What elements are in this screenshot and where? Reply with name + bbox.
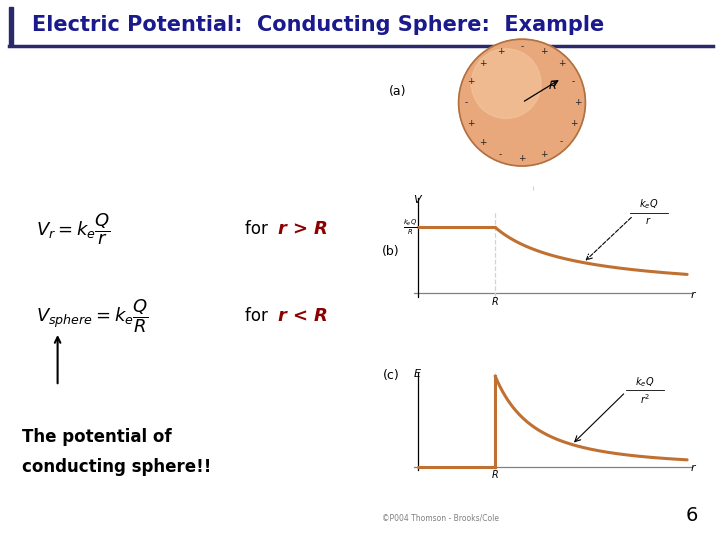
Text: Electric Potential:  Conducting Sphere:  Example: Electric Potential: Conducting Sphere: E…: [32, 15, 605, 36]
Text: ©P004 Thomson - Brooks/Cole: ©P004 Thomson - Brooks/Cole: [382, 514, 498, 523]
Text: (c): (c): [383, 369, 400, 382]
Text: 6: 6: [686, 506, 698, 525]
Text: (a): (a): [390, 85, 407, 98]
Text: r: r: [691, 463, 696, 474]
Text: -: -: [560, 138, 563, 146]
Text: $r$: $r$: [645, 215, 652, 226]
Text: +: +: [479, 59, 486, 68]
Text: +: +: [539, 46, 547, 56]
Text: +: +: [497, 46, 505, 56]
Circle shape: [459, 39, 585, 166]
Text: -: -: [572, 77, 575, 86]
Text: +: +: [574, 98, 582, 107]
Text: for: for: [245, 220, 273, 239]
Text: -: -: [521, 42, 523, 51]
Text: -: -: [464, 98, 468, 107]
Text: $\bfit{r}$ > $\bfit{R}$: $\bfit{r}$ > $\bfit{R}$: [277, 220, 328, 239]
Text: +: +: [518, 154, 526, 163]
Text: $k_eQ$: $k_eQ$: [639, 198, 658, 211]
Text: $\bfit{r}$ < $\bfit{R}$: $\bfit{r}$ < $\bfit{R}$: [277, 307, 328, 325]
Text: R: R: [492, 297, 498, 307]
Text: +: +: [467, 77, 474, 86]
Text: R: R: [492, 470, 498, 480]
Text: $R$: $R$: [548, 79, 557, 91]
Text: $r^2$: $r^2$: [640, 392, 650, 406]
Circle shape: [472, 49, 541, 118]
Text: -: -: [499, 150, 503, 159]
Text: (b): (b): [382, 245, 400, 258]
Text: +: +: [570, 119, 577, 129]
Text: E: E: [413, 369, 420, 379]
Text: +: +: [558, 59, 565, 68]
Bar: [9, 7, 13, 46]
Text: $k_eQ$: $k_eQ$: [635, 375, 654, 389]
Text: $V_r = k_e \dfrac{Q}{r}$: $V_r = k_e \dfrac{Q}{r}$: [36, 212, 111, 247]
Text: $\frac{k_eQ}{R}$: $\frac{k_eQ}{R}$: [403, 218, 418, 237]
Text: $V_{sphere} = k_e \dfrac{Q}{R}$: $V_{sphere} = k_e \dfrac{Q}{R}$: [36, 297, 149, 335]
Text: +: +: [479, 138, 486, 146]
Text: +: +: [539, 150, 547, 159]
Text: The potential of: The potential of: [22, 428, 171, 447]
Text: r: r: [691, 289, 696, 300]
Text: +: +: [467, 119, 474, 129]
Text: for: for: [245, 307, 273, 325]
Text: V: V: [413, 195, 420, 205]
Text: conducting sphere!!: conducting sphere!!: [22, 458, 211, 476]
